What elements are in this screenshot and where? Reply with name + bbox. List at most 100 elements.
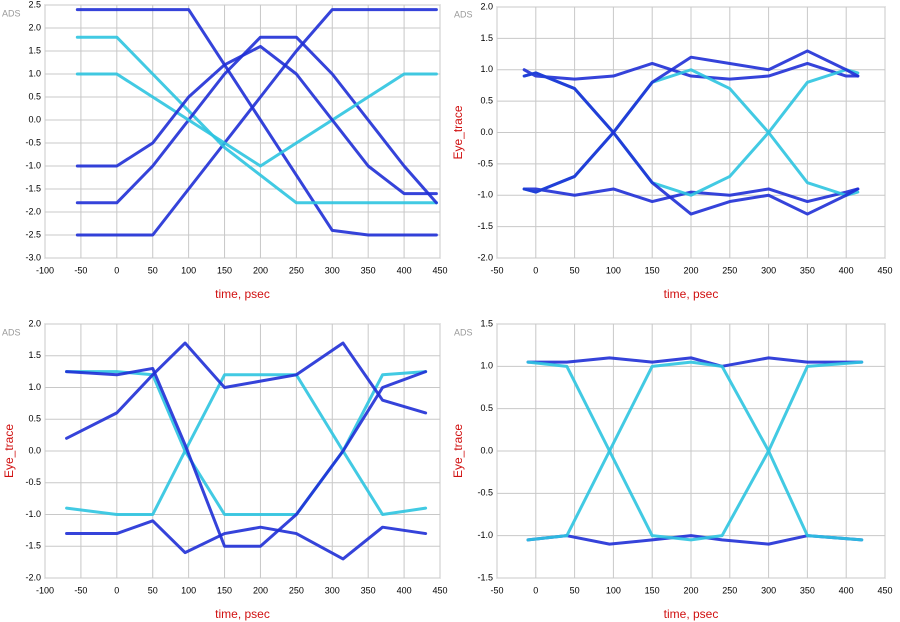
x-axis-label: time, psec <box>215 287 270 301</box>
x-tick-label: 450 <box>877 265 892 275</box>
x-axis-label: time, psec <box>664 607 719 621</box>
y-tick-label: -1.0 <box>477 190 493 200</box>
eye-trace <box>522 61 860 81</box>
watermark: ADS <box>454 327 473 337</box>
eye-trace <box>526 360 864 542</box>
watermark: ADS <box>454 9 473 19</box>
x-tick-label: -50 <box>490 585 503 595</box>
plot-area <box>44 4 441 259</box>
x-tick-label: 50 <box>570 585 580 595</box>
x-tick-label: 0 <box>114 265 119 275</box>
watermark: ADS <box>2 8 21 18</box>
y-tick-label: 1.5 <box>480 318 493 328</box>
y-tick-label: 2.0 <box>28 318 41 328</box>
x-tick-label: 200 <box>683 265 698 275</box>
x-tick-label: 50 <box>570 265 580 275</box>
x-tick-label: 250 <box>289 265 304 275</box>
eye-trace <box>75 35 438 205</box>
eye-trace <box>522 49 860 194</box>
x-tick-label: 400 <box>839 265 854 275</box>
x-tick-label: -100 <box>36 265 54 275</box>
x-tick-label: 250 <box>289 585 304 595</box>
y-tick-label: 1.0 <box>480 64 493 74</box>
x-tick-label: 0 <box>533 585 538 595</box>
y-tick-label: -0.5 <box>25 137 41 147</box>
x-tick-label: 400 <box>397 585 412 595</box>
eye-trace <box>522 71 860 216</box>
x-tick-label: 50 <box>148 265 158 275</box>
x-tick-label: 200 <box>253 265 268 275</box>
x-tick-label: 250 <box>722 585 737 595</box>
x-tick-label: 300 <box>761 265 776 275</box>
y-tick-label: -0.5 <box>477 488 493 498</box>
x-tick-label: 350 <box>361 585 376 595</box>
y-tick-label: -1.5 <box>477 221 493 231</box>
y-tick-label: 0.0 <box>28 114 41 124</box>
eye-trace <box>65 370 428 516</box>
y-tick-label: 0.5 <box>480 96 493 106</box>
y-tick-label: -0.5 <box>477 158 493 168</box>
eye-trace <box>522 187 860 204</box>
x-tick-label: 100 <box>606 265 621 275</box>
x-tick-label: 400 <box>839 585 854 595</box>
y-tick-label: 1.5 <box>28 350 41 360</box>
x-tick-label: 150 <box>645 265 660 275</box>
y-tick-label: -1.5 <box>25 541 41 551</box>
y-tick-label: 0.0 <box>480 445 493 455</box>
y-axis-label: Eye_trace <box>2 424 16 478</box>
x-tick-label: 150 <box>217 585 232 595</box>
eye-trace <box>65 519 428 561</box>
y-tick-label: -1.0 <box>25 509 41 519</box>
x-tick-label: 300 <box>325 585 340 595</box>
x-tick-label: 100 <box>181 265 196 275</box>
y-tick-label: -2.0 <box>25 206 41 216</box>
watermark: ADS <box>2 327 21 337</box>
eye-trace <box>75 8 438 237</box>
x-tick-label: 450 <box>877 585 892 595</box>
y-axis-label: Eye_trace <box>451 105 465 159</box>
x-tick-label: 150 <box>645 585 660 595</box>
eye-trace <box>526 356 864 368</box>
y-axis-label: Eye_trace <box>451 424 465 478</box>
x-axis-label: time, psec <box>664 287 719 301</box>
y-tick-label: -1.0 <box>25 160 41 170</box>
x-tick-label: -50 <box>490 265 503 275</box>
x-tick-label: 200 <box>253 585 268 595</box>
y-tick-label: 1.5 <box>28 45 41 55</box>
x-tick-label: 450 <box>432 265 447 275</box>
eye-trace <box>65 366 428 548</box>
x-tick-label: 300 <box>325 265 340 275</box>
x-tick-label: 300 <box>761 585 776 595</box>
x-tick-label: 100 <box>606 585 621 595</box>
y-tick-label: -1.5 <box>477 572 493 582</box>
x-tick-label: 350 <box>800 585 815 595</box>
x-tick-label: 350 <box>800 265 815 275</box>
x-tick-label: -100 <box>36 585 54 595</box>
x-tick-label: 200 <box>683 585 698 595</box>
y-tick-label: -2.0 <box>25 572 41 582</box>
x-tick-label: -50 <box>74 265 87 275</box>
eye-trace <box>75 8 438 237</box>
eye-trace <box>526 360 864 542</box>
y-tick-label: 2.0 <box>28 22 41 32</box>
eye-trace <box>75 44 438 196</box>
y-tick-label: 1.5 <box>480 33 493 43</box>
eye-trace <box>75 72 438 168</box>
x-tick-label: 0 <box>114 585 119 595</box>
x-axis-label: time, psec <box>215 607 270 621</box>
y-tick-label: -1.5 <box>25 183 41 193</box>
y-tick-label: -0.5 <box>25 477 41 487</box>
eye-trace <box>65 373 428 516</box>
x-tick-label: 50 <box>148 585 158 595</box>
x-tick-label: 150 <box>217 265 232 275</box>
y-tick-label: -1.0 <box>477 530 493 540</box>
x-tick-label: 450 <box>432 585 447 595</box>
y-tick-label: 1.0 <box>28 382 41 392</box>
y-tick-label: -3.0 <box>25 252 41 262</box>
x-tick-label: 100 <box>181 585 196 595</box>
eye-trace <box>526 534 864 546</box>
y-tick-label: 1.0 <box>480 361 493 371</box>
x-tick-label: 350 <box>361 265 376 275</box>
y-tick-label: 0.5 <box>28 91 41 101</box>
